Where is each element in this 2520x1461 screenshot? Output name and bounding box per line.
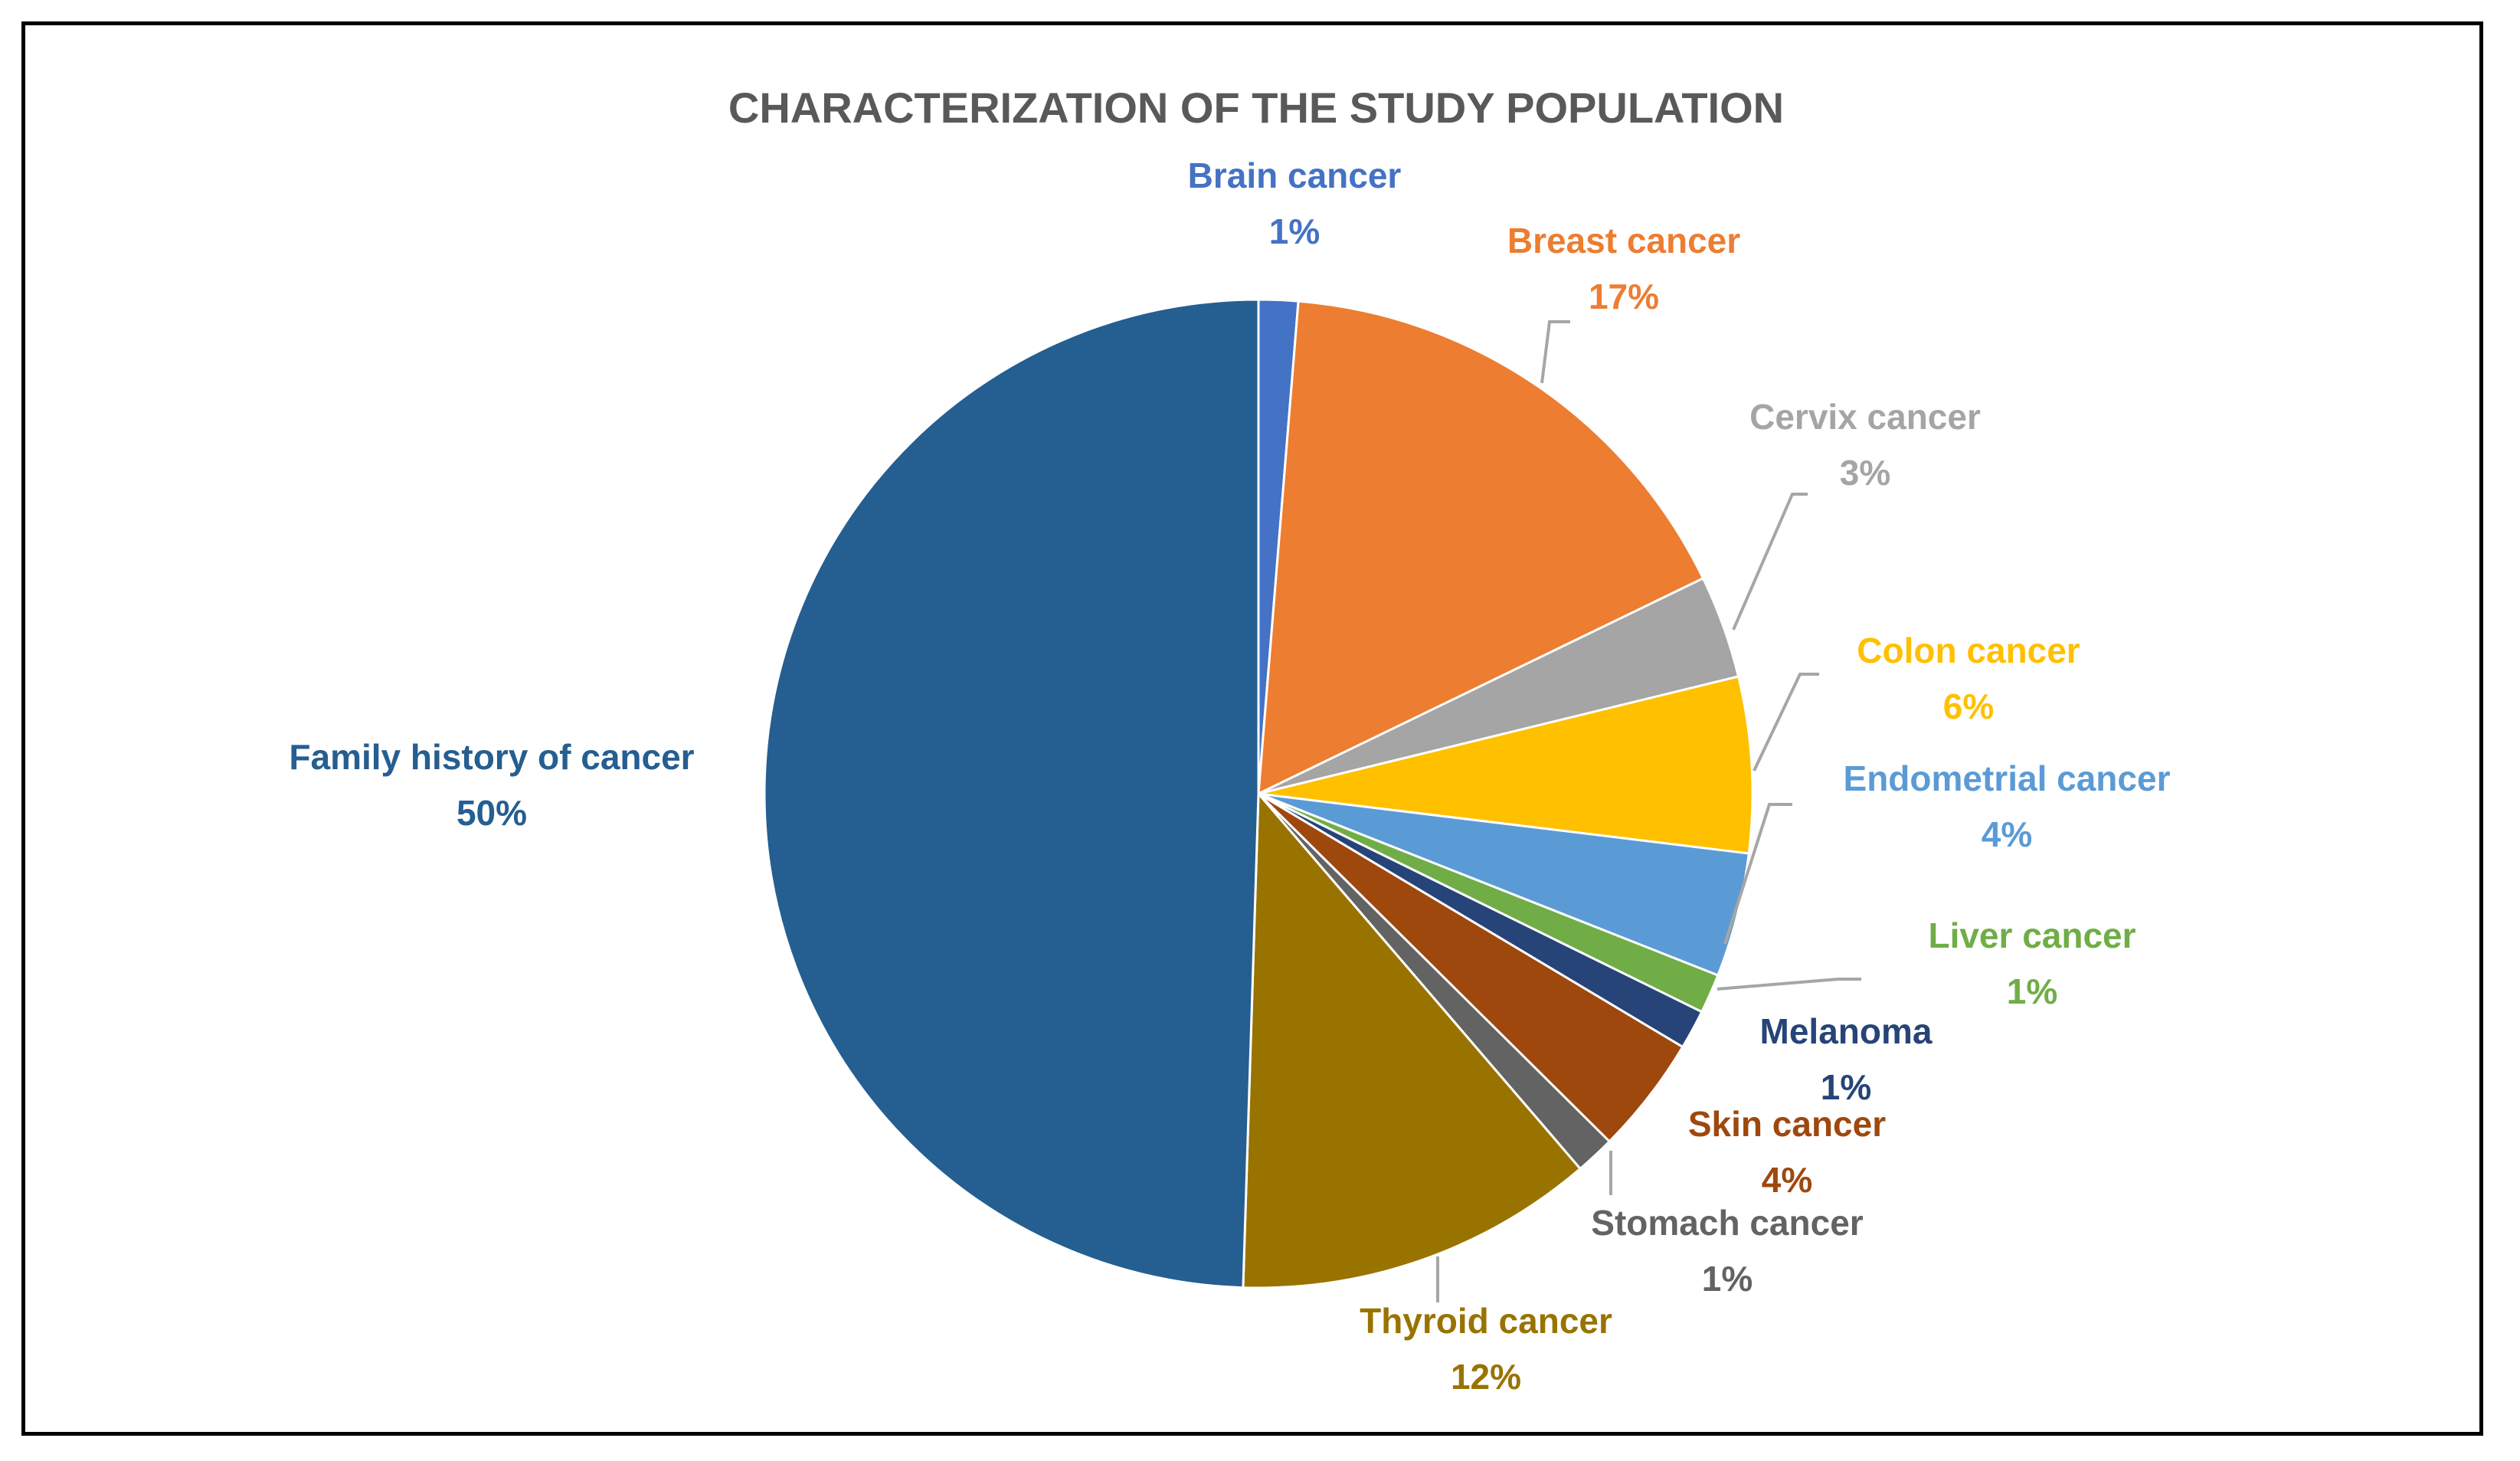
data-label-name-breast-cancer: Breast cancer bbox=[1507, 221, 1740, 260]
leader-line bbox=[1723, 803, 1792, 945]
data-label-name-colon-cancer: Colon cancer bbox=[1857, 631, 2080, 670]
pie-slice-breast-cancer bbox=[1257, 300, 1705, 796]
data-label-name-liver-cancer: Liver cancer bbox=[1928, 916, 2135, 955]
pie-slice-thyroid-cancer bbox=[1242, 791, 1582, 1289]
data-label-pct-brain-cancer: 1% bbox=[1269, 211, 1320, 251]
data-label-pct-liver-cancer: 1% bbox=[2007, 971, 2057, 1011]
data-label-pct-skin-cancer: 4% bbox=[1762, 1160, 1812, 1200]
data-label-pct-family-history-of-cancer: 50% bbox=[457, 793, 527, 833]
data-label-name-skin-cancer: Skin cancer bbox=[1688, 1104, 1886, 1144]
data-label-name-thyroid-cancer: Thyroid cancer bbox=[1360, 1301, 1612, 1341]
chart-title: CHARACTERIZATION OF THE STUDY POPULATION bbox=[728, 84, 1784, 132]
data-label-pct-endometrial-cancer: 4% bbox=[1982, 814, 2032, 854]
data-label-pct-thyroid-cancer: 12% bbox=[1451, 1357, 1521, 1397]
data-labels: Brain cancer 1% Breast cancer 17% Cervix can… bbox=[289, 156, 2170, 1397]
data-label-name-melanoma: Melanoma bbox=[1760, 1011, 1933, 1051]
data-label-name-stomach-cancer: Stomach cancer bbox=[1591, 1203, 1863, 1243]
pie-slice-family-history-of-cancer bbox=[763, 298, 1260, 1289]
pie-slices bbox=[763, 298, 1754, 1289]
leader-line bbox=[1717, 978, 1861, 991]
leader-line bbox=[1732, 493, 1808, 631]
leader-line bbox=[1753, 673, 1819, 771]
data-label-name-family-history-of-cancer: Family history of cancer bbox=[289, 737, 694, 777]
leader-lines bbox=[1436, 320, 1861, 1302]
pie-slice-colon-cancer bbox=[1258, 675, 1754, 855]
data-label-pct-colon-cancer: 6% bbox=[1943, 686, 1994, 726]
data-label-pct-melanoma: 1% bbox=[1821, 1067, 1871, 1107]
data-label-name-cervix-cancer: Cervix cancer bbox=[1749, 397, 1981, 437]
data-label-pct-cervix-cancer: 3% bbox=[1840, 453, 1890, 493]
data-label-name-brain-cancer: Brain cancer bbox=[1188, 156, 1402, 195]
leader-line bbox=[1540, 320, 1570, 384]
data-label-pct-stomach-cancer: 1% bbox=[1702, 1259, 1753, 1299]
data-label-pct-breast-cancer: 17% bbox=[1589, 277, 1659, 316]
data-label-name-endometrial-cancer: Endometrial cancer bbox=[1844, 758, 2171, 798]
